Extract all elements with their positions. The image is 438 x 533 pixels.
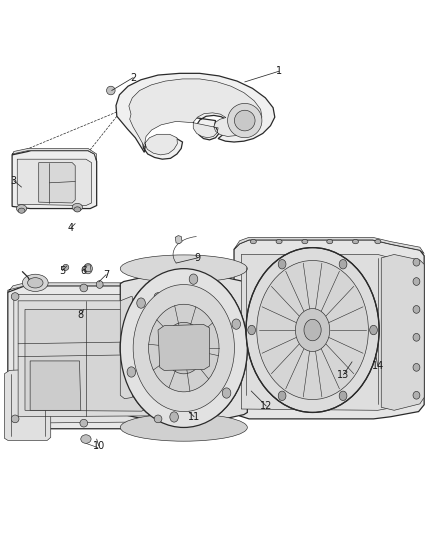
Ellipse shape xyxy=(228,103,262,138)
Ellipse shape xyxy=(278,260,286,269)
Ellipse shape xyxy=(133,285,234,411)
Polygon shape xyxy=(381,254,424,410)
Ellipse shape xyxy=(251,239,256,244)
Text: 13: 13 xyxy=(337,370,350,379)
Ellipse shape xyxy=(74,207,81,212)
Ellipse shape xyxy=(72,204,82,211)
Ellipse shape xyxy=(127,367,136,377)
Ellipse shape xyxy=(246,248,379,413)
Ellipse shape xyxy=(170,412,178,422)
Text: 14: 14 xyxy=(372,361,384,371)
Text: 5: 5 xyxy=(59,266,65,276)
Text: 4: 4 xyxy=(68,223,74,233)
Polygon shape xyxy=(8,286,167,429)
Ellipse shape xyxy=(413,259,420,266)
Ellipse shape xyxy=(339,391,347,400)
Text: 7: 7 xyxy=(103,270,109,280)
Text: 9: 9 xyxy=(194,253,201,263)
Polygon shape xyxy=(175,236,182,244)
Ellipse shape xyxy=(278,391,286,400)
Text: 10: 10 xyxy=(93,441,105,451)
Ellipse shape xyxy=(120,269,247,427)
Ellipse shape xyxy=(154,293,162,301)
Ellipse shape xyxy=(81,435,91,443)
Ellipse shape xyxy=(18,208,25,213)
Ellipse shape xyxy=(222,388,231,398)
Ellipse shape xyxy=(339,260,347,269)
Polygon shape xyxy=(14,294,159,423)
Ellipse shape xyxy=(413,391,420,399)
Polygon shape xyxy=(4,369,51,440)
Ellipse shape xyxy=(232,319,240,329)
Ellipse shape xyxy=(413,278,420,285)
Ellipse shape xyxy=(163,322,205,374)
Polygon shape xyxy=(241,254,417,410)
Ellipse shape xyxy=(148,304,219,392)
Ellipse shape xyxy=(302,239,308,244)
Polygon shape xyxy=(18,301,154,417)
Ellipse shape xyxy=(327,239,333,244)
Ellipse shape xyxy=(106,86,115,95)
Polygon shape xyxy=(8,283,167,296)
Ellipse shape xyxy=(120,414,247,441)
Ellipse shape xyxy=(120,269,247,427)
Polygon shape xyxy=(158,325,209,370)
Polygon shape xyxy=(129,79,262,155)
Ellipse shape xyxy=(370,325,378,335)
Polygon shape xyxy=(85,265,91,272)
Ellipse shape xyxy=(189,274,198,284)
Text: 2: 2 xyxy=(130,72,136,83)
Ellipse shape xyxy=(234,110,255,131)
Ellipse shape xyxy=(84,263,92,274)
Ellipse shape xyxy=(28,278,43,288)
Ellipse shape xyxy=(413,364,420,372)
Ellipse shape xyxy=(96,281,103,288)
Polygon shape xyxy=(30,361,81,410)
Polygon shape xyxy=(12,151,97,208)
Ellipse shape xyxy=(304,319,321,341)
Ellipse shape xyxy=(413,334,420,341)
Ellipse shape xyxy=(375,239,381,244)
Ellipse shape xyxy=(137,298,145,308)
Text: 6: 6 xyxy=(81,266,87,276)
Ellipse shape xyxy=(154,415,162,423)
Ellipse shape xyxy=(257,261,368,400)
Polygon shape xyxy=(116,74,275,159)
Polygon shape xyxy=(120,296,132,399)
Polygon shape xyxy=(25,310,147,411)
Polygon shape xyxy=(234,240,424,419)
Ellipse shape xyxy=(22,274,48,292)
Polygon shape xyxy=(234,237,424,254)
Ellipse shape xyxy=(295,309,330,351)
Ellipse shape xyxy=(11,415,19,423)
Polygon shape xyxy=(39,163,75,203)
Text: 3: 3 xyxy=(11,176,17,185)
Ellipse shape xyxy=(80,284,88,292)
Text: 8: 8 xyxy=(78,310,84,320)
Ellipse shape xyxy=(16,205,27,213)
Polygon shape xyxy=(17,159,92,206)
Ellipse shape xyxy=(174,336,193,360)
Text: 12: 12 xyxy=(260,401,272,411)
Ellipse shape xyxy=(120,255,247,282)
Polygon shape xyxy=(120,269,247,427)
Text: 1: 1 xyxy=(276,66,282,76)
Ellipse shape xyxy=(63,264,69,270)
Ellipse shape xyxy=(11,293,19,301)
Ellipse shape xyxy=(80,419,88,427)
Ellipse shape xyxy=(413,305,420,313)
Ellipse shape xyxy=(276,239,282,244)
Polygon shape xyxy=(12,149,97,161)
Ellipse shape xyxy=(248,325,255,335)
Text: 11: 11 xyxy=(188,411,200,422)
Ellipse shape xyxy=(353,239,358,244)
